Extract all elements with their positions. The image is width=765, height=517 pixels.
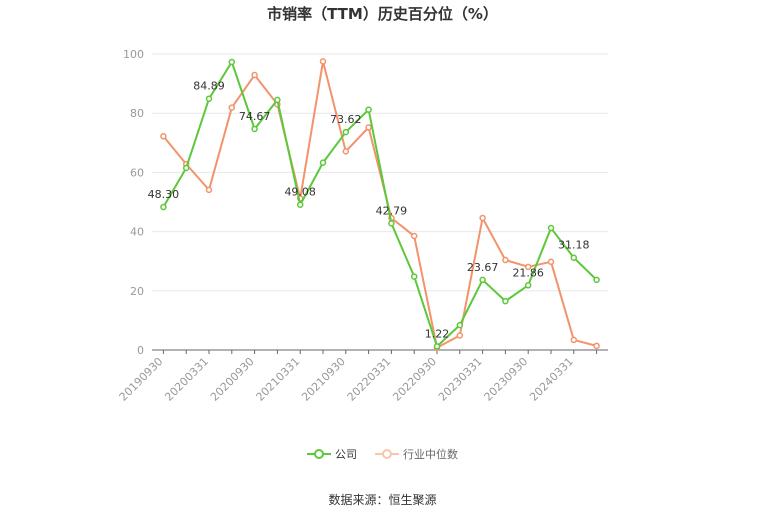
legend-label-company: 公司 xyxy=(335,448,357,461)
y-tick-label: 100 xyxy=(123,48,144,61)
data-label: 49.08 xyxy=(284,186,316,199)
data-point-industry xyxy=(342,148,350,155)
data-point-company xyxy=(342,128,350,136)
series-line-industry xyxy=(162,60,597,349)
data-point-company xyxy=(593,276,600,284)
data-point-company xyxy=(570,254,578,261)
legend-label-industry: 行业中位数 xyxy=(403,448,458,461)
data-label: 23.67 xyxy=(467,261,499,274)
y-tick-label: 60 xyxy=(130,166,144,179)
axis-layer: 0204060801002019093020200331202009302021… xyxy=(117,48,608,404)
data-point-company xyxy=(205,95,213,102)
data-point-industry xyxy=(410,232,418,240)
data-point-company xyxy=(547,224,555,232)
data-label: 1.22 xyxy=(425,327,450,340)
y-tick-label: 80 xyxy=(130,107,144,120)
x-tick-label: 20230930 xyxy=(482,355,531,404)
series-line-company xyxy=(162,60,598,348)
data-point-industry xyxy=(251,71,258,79)
legend-swatch-company xyxy=(307,448,331,460)
y-tick-label: 40 xyxy=(130,226,144,239)
data-point-industry xyxy=(502,256,509,264)
legend-item-industry[interactable]: 行业中位数 xyxy=(375,446,458,462)
y-tick-label: 20 xyxy=(130,285,144,298)
data-label: 21.86 xyxy=(512,266,544,279)
data-point-industry xyxy=(547,258,555,266)
data-point-industry xyxy=(319,58,327,65)
data-point-industry xyxy=(593,342,600,350)
legend-item-company[interactable]: 公司 xyxy=(307,446,357,462)
data-point-industry xyxy=(479,214,486,222)
series-layer xyxy=(160,58,600,351)
data-point-company xyxy=(251,125,258,133)
data-point-industry xyxy=(570,336,578,344)
x-tick-label: 20200930 xyxy=(208,355,257,404)
data-point-company xyxy=(365,106,372,113)
data-point-company xyxy=(388,220,395,227)
data-point-company xyxy=(410,273,418,280)
chart-title: 市销率（TTM）历史百分位（%） xyxy=(267,5,498,23)
data-point-company xyxy=(296,201,304,208)
x-tick-label: 20220930 xyxy=(390,355,439,404)
data-point-company xyxy=(524,282,532,289)
x-tick-label: 20200331 xyxy=(162,355,211,404)
data-point-company xyxy=(319,159,327,166)
y-tick-label: 0 xyxy=(137,344,144,357)
data-label: 42.79 xyxy=(376,204,408,217)
data-label: 73.62 xyxy=(330,113,362,126)
label-layer: 48.30 84.89 74.67 49.08 73.62 42.79 1.22 23.67 2… xyxy=(148,80,590,341)
data-point-company xyxy=(160,203,167,211)
data-point-industry xyxy=(228,104,236,111)
data-point-company xyxy=(479,276,486,284)
data-point-company xyxy=(433,343,441,350)
data-source: 数据来源：恒生聚源 xyxy=(328,493,437,507)
data-label: 48.30 xyxy=(148,188,180,201)
data-label: 74.67 xyxy=(239,110,271,123)
x-tick-label: 20240331 xyxy=(527,355,576,404)
data-point-industry xyxy=(160,133,167,140)
data-point-industry xyxy=(365,124,372,131)
x-tick-label: 20230331 xyxy=(436,355,485,404)
data-point-industry xyxy=(456,332,464,339)
data-point-industry xyxy=(524,263,532,271)
x-tick-label: 20210331 xyxy=(254,355,303,404)
data-label: 84.89 xyxy=(193,80,225,93)
legend-swatch-industry xyxy=(375,448,399,460)
legend: 公司 行业中位数 xyxy=(0,446,765,462)
data-point-company xyxy=(182,164,190,172)
x-tick-label: 20210930 xyxy=(299,355,348,404)
data-point-company xyxy=(456,321,464,329)
data-point-company xyxy=(502,297,509,305)
data-point-company xyxy=(274,96,281,104)
x-tick-label: 20190930 xyxy=(117,355,166,404)
x-tick-label: 20220331 xyxy=(345,355,394,404)
data-point-company xyxy=(228,58,236,66)
data-label: 31.18 xyxy=(558,239,590,252)
data-point-industry xyxy=(205,186,213,194)
